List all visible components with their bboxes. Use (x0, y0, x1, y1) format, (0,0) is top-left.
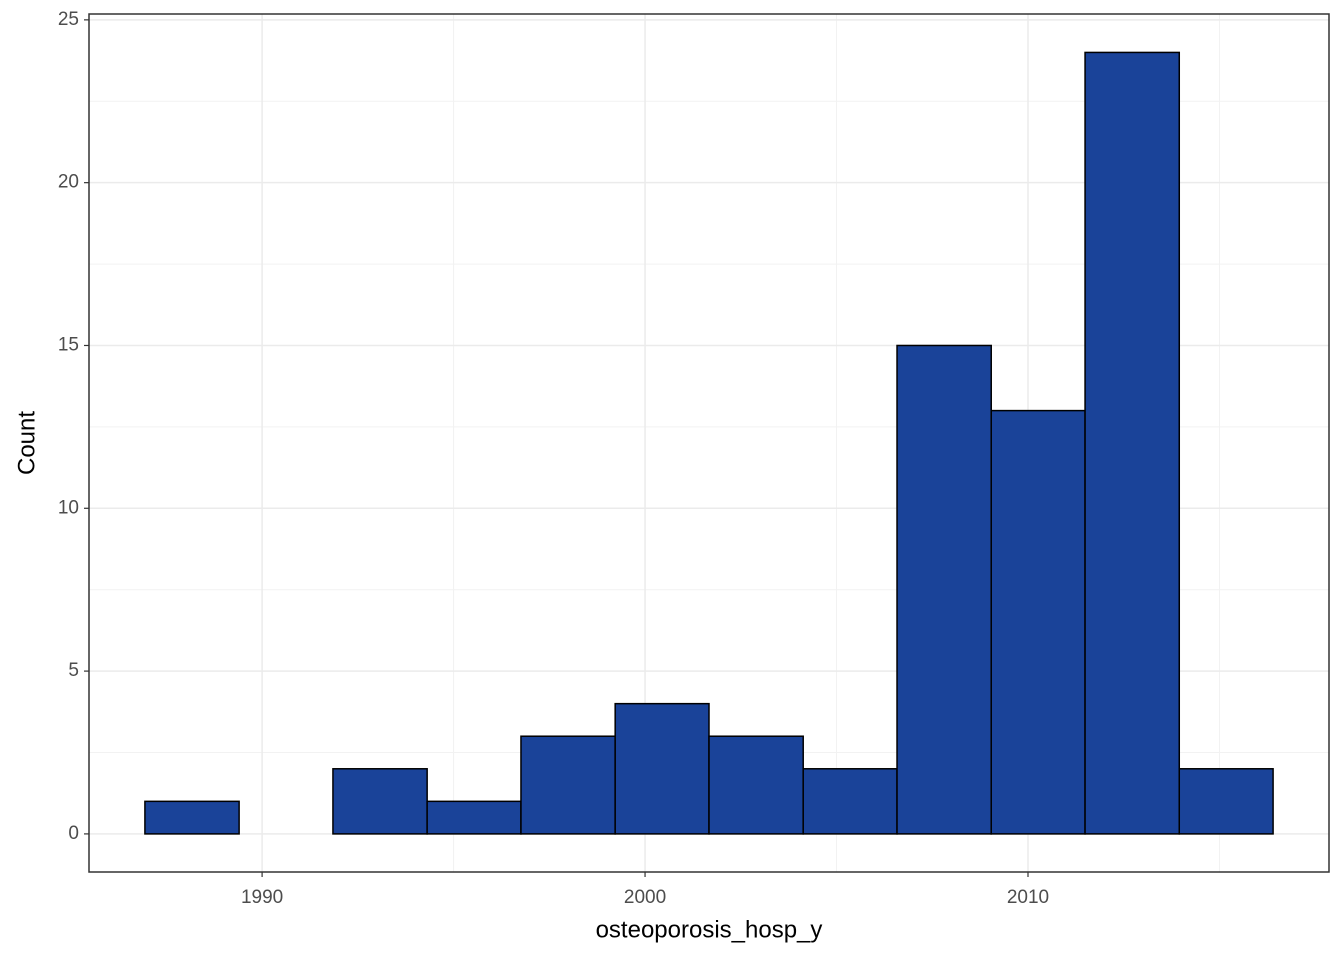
y-axis-title: Count (13, 411, 40, 475)
bar (520, 735, 616, 835)
x-axis-title: osteoporosis_hosp_y (596, 916, 823, 943)
bar (708, 735, 804, 835)
bar (990, 409, 1086, 835)
bar (426, 800, 522, 835)
panel-border (88, 13, 1330, 873)
y-tick-label: 10 (58, 497, 79, 518)
y-tick-label: 20 (58, 172, 79, 193)
bar (1084, 51, 1181, 835)
y-tick-label: 5 (68, 660, 79, 681)
bar (614, 702, 710, 835)
y-tick-label: 15 (58, 334, 79, 355)
x-tick-label: 1990 (241, 887, 283, 908)
x-tick-label: 2000 (624, 887, 666, 908)
y-tick-label: 0 (68, 823, 79, 844)
bar (896, 344, 992, 835)
bar (332, 768, 428, 835)
x-tick-label: 2010 (1007, 887, 1049, 908)
bar (1178, 768, 1274, 835)
bar (802, 768, 898, 835)
bar (144, 800, 240, 835)
y-tick-label: 25 (58, 9, 79, 30)
